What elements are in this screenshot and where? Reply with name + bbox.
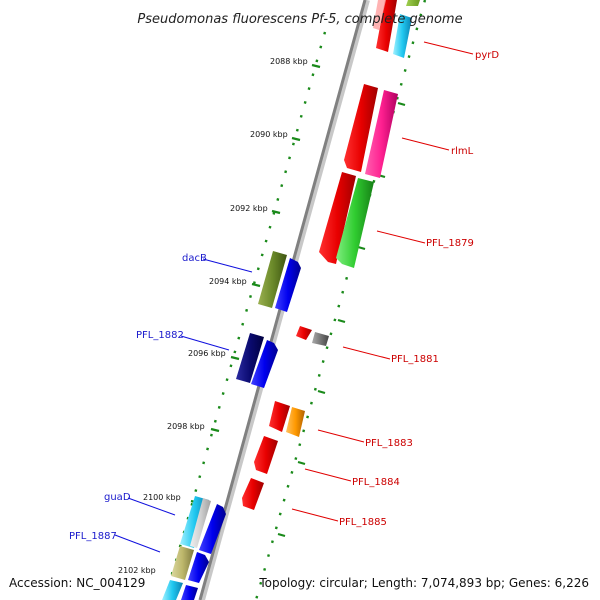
topology-text: Topology: circular; Length: 7,074,893 bp… <box>259 576 589 590</box>
tick-label-2100: 2100 kbp <box>143 493 181 502</box>
tick-2092 <box>271 209 281 215</box>
gene-label-guaD[interactable]: guaD <box>104 492 131 503</box>
tick-label-2088: 2088 kbp <box>270 57 308 66</box>
gene-label-PFL_1881[interactable]: PFL_1881 <box>391 354 439 365</box>
gene-label-PFL_1879[interactable]: PFL_1879 <box>426 238 474 249</box>
tick-2096 <box>230 355 240 361</box>
gene-PFL_1881-pair[interactable] <box>296 326 329 346</box>
tick-2098 <box>210 427 220 433</box>
gene-label-PFL_1884[interactable]: PFL_1884 <box>352 477 400 488</box>
gene-pyrD-pair[interactable] <box>373 0 412 58</box>
inner-dot-track <box>163 31 327 600</box>
tick-label-2098: 2098 kbp <box>167 422 205 431</box>
accession-text: Accession: NC_004129 <box>9 576 146 590</box>
gene-label-PFL_1885[interactable]: PFL_1885 <box>339 517 387 528</box>
tick-2090 <box>291 136 301 142</box>
gene-PFL_1884[interactable] <box>254 436 278 474</box>
tick-label-2090: 2090 kbp <box>250 130 288 139</box>
gene-label-rlmL[interactable]: rlmL <box>451 146 474 157</box>
tick-label-2094: 2094 kbp <box>209 277 247 286</box>
gene-top-partial[interactable] <box>406 0 420 6</box>
map-title: Pseudomonas fluorescens Pf-5, complete g… <box>137 12 462 27</box>
gene-label-PFL_1887[interactable]: PFL_1887 <box>69 531 117 542</box>
gene-PFL_1879-pair[interactable] <box>319 172 374 268</box>
gene-label-PFL_1882[interactable]: PFL_1882 <box>136 330 184 341</box>
gene-PFL_1883-pair[interactable] <box>269 401 305 437</box>
gene-PFL_1882-pair[interactable] <box>236 333 278 388</box>
tick-2088 <box>311 63 321 69</box>
gene-label-pyrD[interactable]: pyrD <box>475 50 499 61</box>
tick-label-2096: 2096 kbp <box>188 349 226 358</box>
tick-label-2102: 2102 kbp <box>118 566 156 575</box>
outer-dot-track <box>254 0 427 600</box>
tick-label-2092: 2092 kbp <box>230 204 268 213</box>
leader-lines <box>114 41 474 553</box>
gene-PFL_1885[interactable] <box>242 478 264 510</box>
gene-PFL_1887-pair[interactable] <box>162 546 209 600</box>
outer-track-dashes <box>277 101 406 538</box>
gene-rlmL-pair[interactable] <box>344 84 398 178</box>
gene-label-PFL_1883[interactable]: PFL_1883 <box>365 438 413 449</box>
gene-label-dacB[interactable]: dacB <box>182 253 207 264</box>
gene-dacB-pair[interactable] <box>258 251 301 312</box>
tick-2094 <box>251 282 261 288</box>
gene-guaD-pair[interactable] <box>180 496 226 554</box>
